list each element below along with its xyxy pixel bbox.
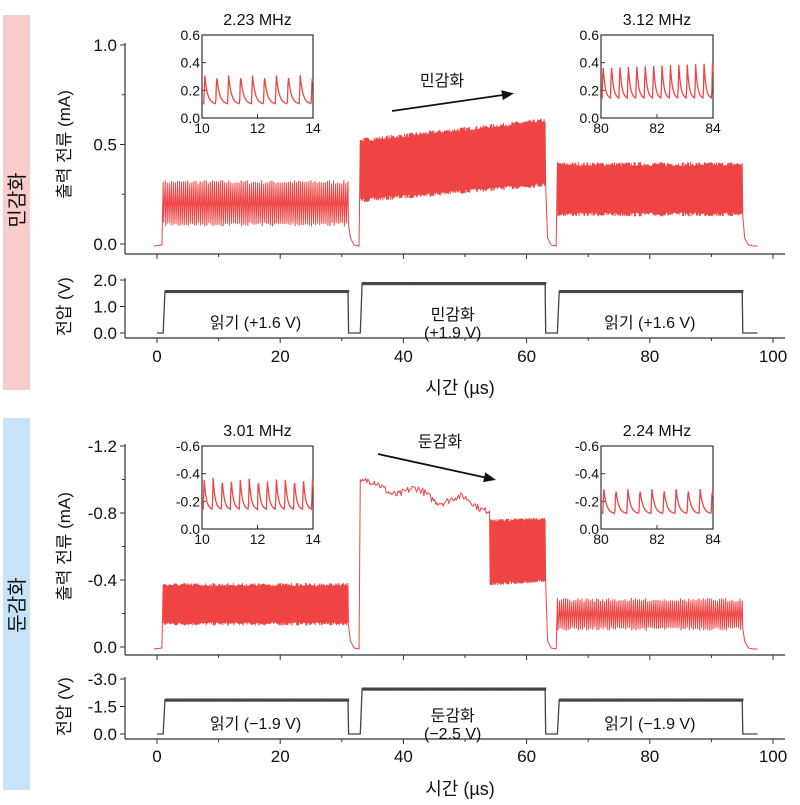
voltage-y-tick-label: 0.0 (93, 725, 117, 744)
inset-y-tick-label: 0.6 (580, 27, 600, 43)
annotation-arrowhead (483, 472, 496, 483)
current-y-label: 출력 전류 (mA) (55, 492, 74, 601)
pulse-label: 읽기 (+1.6 V) (604, 314, 695, 332)
annotation-arrow (391, 93, 511, 112)
inset-x-tick-label: 82 (649, 120, 665, 136)
inset-y-tick-label: -0.6 (176, 438, 200, 454)
current-y-tick-label: -0.8 (88, 504, 117, 523)
inset-frame (600, 445, 714, 530)
inset-y-tick-label: 0.4 (181, 55, 201, 71)
x-tick-label: 100 (759, 347, 787, 366)
inset: 2.23 MHz 0.0 0.2 0.4 0.6 10 12 14 (181, 12, 321, 136)
sensitization-panel: 민감화 0.0 0.5 1.0 출력 전류 (mA) 민감화 2.23 MHz 0.0 0.2 0… (3, 12, 787, 398)
inset-y-tick-label: -0.6 (575, 438, 599, 454)
inset-x-tick-label: 84 (705, 531, 721, 547)
inset: 2.24 MHz 0.0 -0.2 -0.4 -0.6 80 82 84 (575, 423, 721, 547)
pulse-label: (+1.9 V) (424, 325, 481, 342)
current-y-tick-label: 1.0 (93, 36, 117, 55)
x-tick-label: 100 (759, 747, 787, 766)
x-tick-label: 20 (271, 747, 290, 766)
inset-x-tick-label: 14 (305, 120, 321, 136)
voltage-y-tick-label: 2.0 (93, 271, 117, 290)
x-tick-label: 40 (394, 747, 413, 766)
inset-x-tick-label: 10 (194, 531, 210, 547)
inset-y-tick-label: 0.0 (181, 521, 201, 537)
inset: 3.12 MHz 0.0 0.2 0.4 0.6 80 82 84 (580, 12, 721, 136)
voltage-y-label: 전압 (V) (55, 277, 74, 336)
group-band (3, 15, 30, 390)
voltage-y-tick-label: 1.0 (93, 298, 117, 317)
inset-title: 3.12 MHz (623, 12, 691, 29)
inset-trace (600, 63, 714, 100)
inset-trace (201, 477, 314, 512)
inset-x-tick-label: 84 (705, 120, 721, 136)
x-axis-label: 시간 (µs) (425, 378, 494, 398)
voltage-y-tick-label: -3.0 (88, 670, 117, 689)
current-y-tick-label: 0.5 (93, 136, 117, 155)
inset-frame (201, 34, 314, 119)
voltage-y-label: 전압 (V) (55, 677, 74, 736)
inset-x-tick-label: 12 (250, 120, 266, 136)
current-y-label: 출력 전류 (mA) (55, 90, 74, 199)
inset-y-tick-label: 0.0 (580, 110, 600, 126)
inset-y-tick-label: -0.2 (176, 493, 200, 509)
current-y-tick-label: -0.4 (88, 571, 117, 590)
x-tick-label: 0 (152, 347, 161, 366)
pulse-label: 둔감화 (431, 707, 475, 725)
inset-y-tick-label: -0.4 (575, 466, 599, 482)
x-axis-label: 시간 (µs) (425, 779, 494, 799)
annotation-arrowhead (501, 90, 514, 101)
inset-y-tick-label: 0.0 (181, 110, 201, 126)
inset-x-tick-label: 80 (593, 120, 609, 136)
inset-x-tick-label: 14 (305, 531, 321, 547)
inset-y-tick-label: 0.0 (580, 521, 600, 537)
inset: 3.01 MHz 0.0 -0.2 -0.4 -0.6 10 12 14 (176, 423, 321, 547)
inset-x-tick-label: 12 (250, 531, 266, 547)
current-y-tick-label: 0.0 (93, 638, 117, 657)
pulse-label: 민감화 (431, 306, 475, 324)
x-tick-label: 20 (271, 347, 290, 366)
inset-x-tick-label: 10 (194, 120, 210, 136)
annotation-label: 민감화 (420, 72, 464, 90)
inset-y-tick-label: 0.2 (580, 82, 600, 98)
pulse-label: 읽기 (+1.6 V) (210, 314, 301, 332)
inset-title: 3.01 MHz (223, 423, 291, 440)
inset-y-tick-label: 0.2 (181, 82, 201, 98)
x-tick-label: 40 (394, 347, 413, 366)
inset-y-tick-label: -0.4 (176, 466, 200, 482)
inset-y-tick-label: 0.4 (580, 55, 600, 71)
inset-x-tick-label: 82 (649, 531, 665, 547)
group-label: 민감화 (6, 172, 29, 227)
x-tick-label: 80 (640, 747, 659, 766)
current-trace (153, 477, 758, 650)
current-trace (153, 118, 758, 247)
inset-title: 2.24 MHz (623, 423, 691, 440)
inset-y-tick-label: 0.6 (181, 27, 201, 43)
x-tick-label: 80 (640, 347, 659, 366)
x-tick-label: 60 (517, 747, 536, 766)
annotation-arrow (377, 453, 493, 480)
group-band (3, 418, 30, 790)
pulse-label: 읽기 (−1.9 V) (210, 715, 301, 733)
voltage-y-tick-label: 0.0 (93, 324, 117, 343)
inset-y-tick-label: -0.2 (575, 493, 599, 509)
inset-trace (600, 488, 714, 515)
current-y-tick-label: -1.2 (88, 437, 117, 456)
pulse-label: 읽기 (−1.9 V) (604, 715, 695, 733)
group-label: 둔감화 (6, 577, 29, 632)
desensitization-panel: 둔감화 0.0 -0.4 -0.8 -1.2 출력 전류 (mA) 둔감화 3.01 MHz 0… (3, 418, 787, 799)
current-y-tick-label: 0.0 (93, 235, 117, 254)
inset-trace (201, 75, 314, 105)
inset-x-tick-label: 80 (593, 531, 609, 547)
annotation-label: 둔감화 (418, 433, 462, 451)
x-tick-label: 60 (517, 347, 536, 366)
pulse-label: (−2.5 V) (424, 726, 481, 743)
inset-title: 2.23 MHz (223, 12, 291, 29)
x-tick-label: 0 (152, 747, 161, 766)
voltage-trace (157, 282, 758, 334)
voltage-trace (157, 687, 758, 735)
voltage-y-tick-label: -1.5 (88, 698, 117, 717)
